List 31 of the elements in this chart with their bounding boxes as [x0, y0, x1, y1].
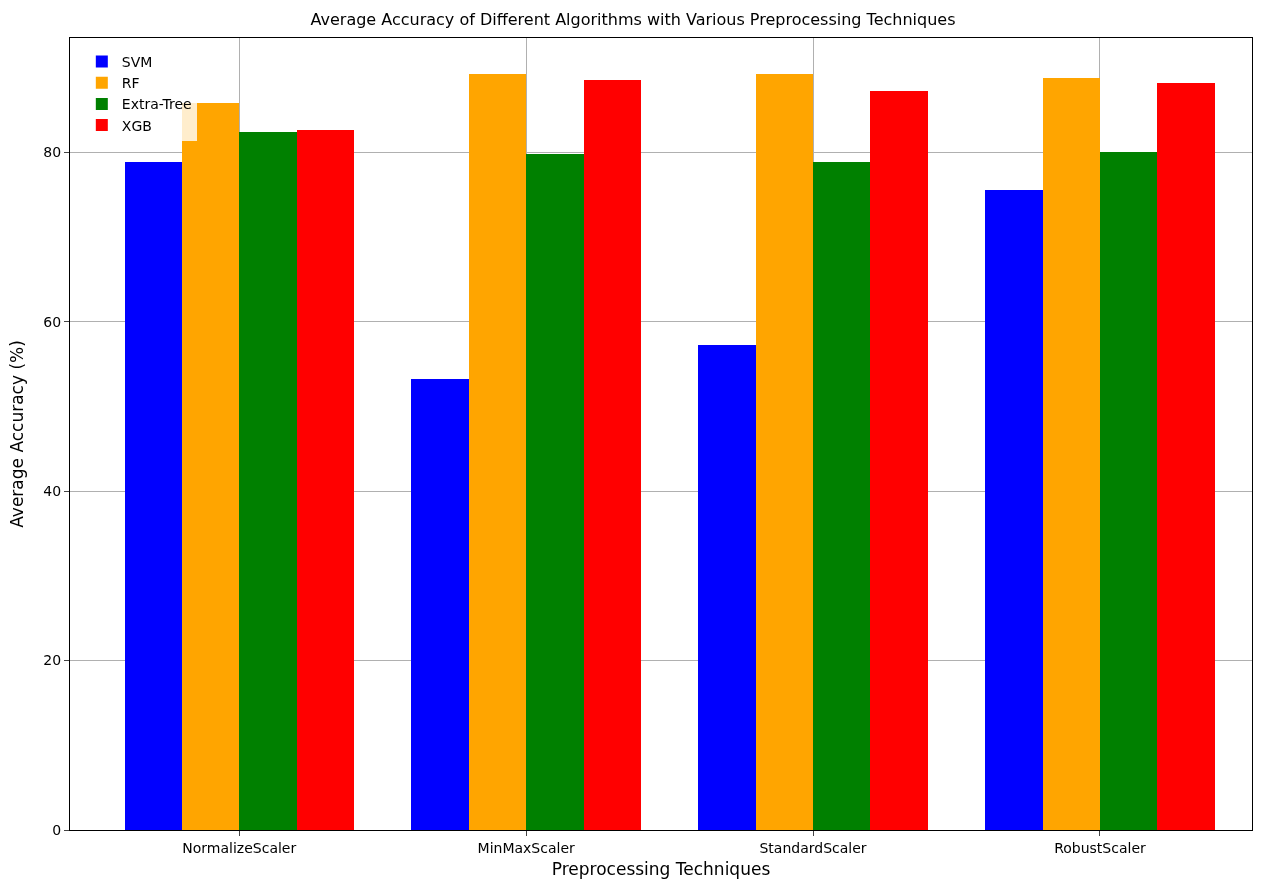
- bar: [1157, 83, 1215, 830]
- bar: [469, 74, 526, 830]
- bar: [1043, 78, 1100, 830]
- bar: [411, 379, 469, 830]
- legend-label: Extra-Tree: [121, 96, 192, 113]
- x-tick-label: MinMaxScaler: [477, 839, 575, 856]
- bar: [526, 154, 584, 830]
- y-tick-label: 80: [43, 144, 62, 161]
- y-axis-title: Average Accuracy (%): [6, 340, 27, 528]
- x-tick-label: RobustScaler: [1054, 839, 1146, 856]
- bar: [985, 190, 1043, 830]
- legend-label: XGB: [121, 117, 152, 134]
- legend-label: RF: [121, 75, 140, 92]
- bar: [698, 345, 756, 830]
- x-tick-label: NormalizeScaler: [182, 839, 297, 856]
- bar: [125, 162, 182, 830]
- x-axis-title: Preprocessing Techniques: [551, 859, 771, 880]
- bar: [756, 74, 813, 830]
- y-tick-label: 0: [52, 821, 62, 838]
- y-tick-label: 60: [43, 313, 62, 330]
- bar: [870, 91, 928, 830]
- chart-title: Average Accuracy of Different Algorithms with Various Preprocessing Techniques: [310, 9, 956, 29]
- bar: [1100, 152, 1157, 830]
- legend-label: SVM: [121, 53, 153, 70]
- y-tick-label: 40: [43, 483, 62, 500]
- x-tick-label: StandardScaler: [759, 839, 867, 856]
- bar: [813, 162, 870, 830]
- y-tick-label: 20: [43, 652, 62, 669]
- bar: [297, 130, 354, 830]
- bar: [239, 132, 297, 830]
- bar: [584, 80, 641, 830]
